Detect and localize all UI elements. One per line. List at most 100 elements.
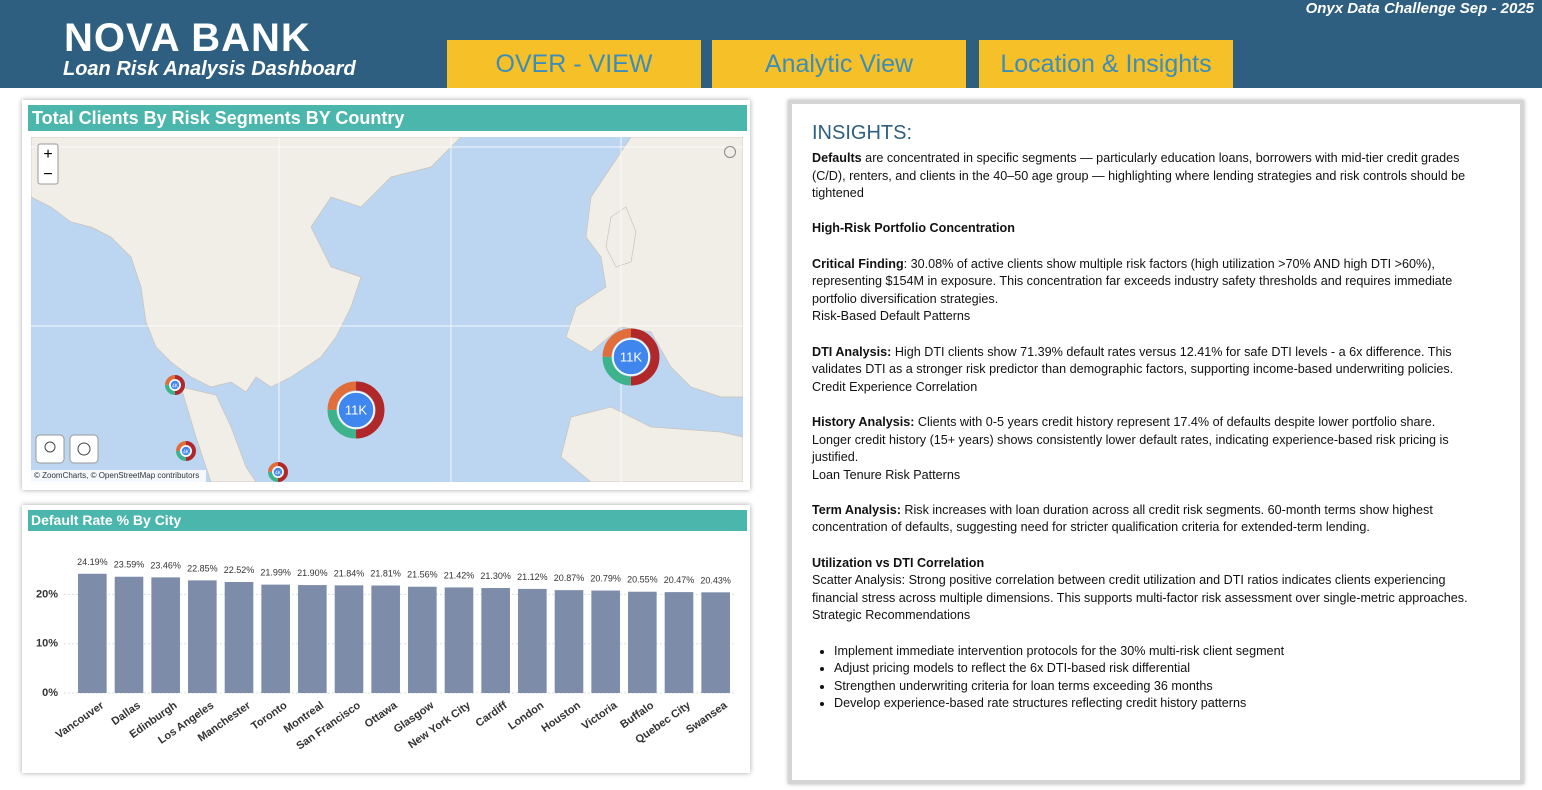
bar: [481, 588, 510, 693]
value-label: 20.79%: [590, 574, 621, 584]
insight-paragraph: Critical Finding: 30.08% of active clien…: [812, 256, 1472, 326]
insight-paragraph: Term Analysis: Risk increases with loan …: [812, 502, 1472, 537]
insights-card: INSIGHTS: Defaults are concentrated in s…: [788, 100, 1524, 784]
y-tick-label: 20%: [36, 588, 58, 600]
bar: [518, 588, 547, 693]
insight-paragraph: DTI Analysis: High DTI clients show 71.3…: [812, 344, 1472, 397]
cluster-segment: [602, 328, 660, 386]
recommendations: Implement immediate intervention protoco…: [812, 643, 1472, 713]
x-tick-label: San Francisco: [294, 699, 363, 752]
bar: [664, 592, 694, 693]
value-label: 21.84%: [334, 568, 365, 578]
zoom-in[interactable]: +: [43, 146, 52, 163]
value-label: 23.59%: [114, 560, 145, 570]
insight-note: Credit Experience Correlation: [812, 379, 978, 394]
insight-lead: History Analysis:: [812, 414, 915, 429]
x-tick-label: Vancouver: [54, 699, 107, 741]
bar: [554, 590, 584, 693]
cluster-label: 11K: [345, 402, 367, 417]
reset-button[interactable]: [69, 434, 99, 464]
nav-button[interactable]: Analytic View: [712, 40, 966, 88]
cluster-segment: [268, 462, 288, 482]
recommendation: Develop experience-based rate structures…: [834, 695, 1472, 713]
cluster-segment: [165, 375, 185, 395]
bar: [628, 591, 657, 693]
insight-paragraph: Defaults are concentrated in specific se…: [812, 150, 1472, 203]
header: NOVA BANK Loan Risk Analysis Dashboard O…: [0, 0, 1542, 88]
cluster-segment: [602, 328, 660, 386]
chart-title: Default Rate % By City: [28, 510, 747, 531]
cluster: 4K: [165, 375, 185, 395]
insight-paragraph: High-Risk Portfolio Concentration: [812, 220, 1472, 238]
insight-text: Risk increases with loan duration across…: [812, 502, 1433, 535]
cluster-center: [272, 466, 284, 478]
insight-text: : 30.08% of active clients show multiple…: [812, 256, 1453, 306]
value-label: 22.52%: [224, 565, 255, 575]
cluster: 11K: [327, 381, 385, 439]
insight-paragraph: History Analysis: Clients with 0-5 years…: [812, 414, 1472, 484]
bar: [701, 592, 730, 693]
value-label: 22.85%: [187, 563, 218, 573]
insights-title: INSIGHTS:: [812, 122, 913, 144]
bar: [224, 582, 254, 693]
x-tick-label: Houston: [539, 699, 583, 735]
chart-card: Default Rate % By City 0% 10% 20% 24.19% Van…: [22, 505, 750, 773]
value-label: 21.81%: [370, 569, 401, 579]
zoom-out[interactable]: −: [43, 166, 52, 183]
insight-note: Loan Tenure Risk Patterns: [812, 467, 961, 482]
insight-lead: Utilization vs DTI Correlation: [812, 555, 985, 570]
cluster-label: 4K: [183, 449, 190, 455]
bar: [261, 584, 290, 693]
value-label: 23.46%: [150, 560, 181, 570]
x-tick-label: Swansea: [684, 699, 730, 736]
bar: [444, 587, 474, 693]
insight-note: Strategic Recommendations: [812, 608, 971, 623]
cluster-label: 4K: [275, 470, 282, 476]
insight-lead: Term Analysis:: [812, 502, 901, 517]
bar: [408, 586, 437, 693]
bar: [188, 580, 217, 693]
insight-lead: DTI Analysis:: [812, 344, 892, 359]
lasso-button[interactable]: [35, 434, 65, 464]
x-tick-label: New York City: [406, 699, 473, 751]
cluster-segment: [327, 381, 385, 439]
insight-text: High DTI clients show 71.39% default rat…: [812, 344, 1454, 377]
insight-lead: High-Risk Portfolio Concentration: [812, 221, 1015, 236]
value-label: 21.90%: [297, 568, 328, 578]
bar: [298, 585, 327, 693]
cluster-segment: [327, 381, 385, 439]
recommendation: Strengthen underwriting criteria for loa…: [834, 678, 1472, 696]
cluster-center: [180, 445, 192, 457]
bar: [114, 576, 144, 693]
insights-body: Defaults are concentrated in specific se…: [812, 150, 1472, 713]
cluster: 4K: [176, 441, 196, 461]
challenge-label: Onyx Data Challenge Sep - 2025: [1305, 0, 1534, 17]
x-tick-label: Cardiff: [474, 699, 510, 729]
nav-button[interactable]: Location & Insights: [979, 40, 1233, 88]
value-label: 20.87%: [554, 573, 585, 583]
cluster-center: [337, 391, 375, 429]
insight-paragraph: Utilization vs DTI Correlation Scatter An…: [812, 555, 1472, 625]
value-label: 21.42%: [444, 570, 475, 580]
cluster: 11K: [602, 328, 660, 386]
cluster-center: [169, 379, 181, 391]
cluster-label: 11K: [620, 349, 642, 364]
value-label: 21.99%: [260, 568, 291, 578]
insight-text: Clients with 0-5 years credit history re…: [812, 414, 1449, 465]
bar: [151, 577, 180, 693]
insight-lead: Defaults: [812, 151, 862, 165]
cluster-center: [612, 338, 650, 376]
insight-text: are concentrated in specific segments — …: [812, 151, 1466, 201]
nav-button[interactable]: OVER - VIEW: [447, 40, 701, 88]
insight-text: Scatter Analysis: Strong positive correl…: [812, 573, 1468, 605]
cluster-segment: [268, 462, 288, 482]
insight-lead: Critical Finding: [812, 256, 904, 271]
x-tick-label: Victoria: [580, 699, 620, 732]
bar-chart: 0%10%20%24.19%Vancouver23.59%Dallas23.46…: [36, 557, 734, 752]
map[interactable]: + − © ZoomCharts, © OpenStreetMap contri…: [31, 137, 743, 482]
map-card: Total Clients By Risk Segments BY Countr…: [22, 100, 750, 490]
y-tick-label: 10%: [36, 638, 58, 650]
recommendation: Implement immediate intervention protoco…: [834, 643, 1472, 661]
bar: [371, 585, 400, 693]
